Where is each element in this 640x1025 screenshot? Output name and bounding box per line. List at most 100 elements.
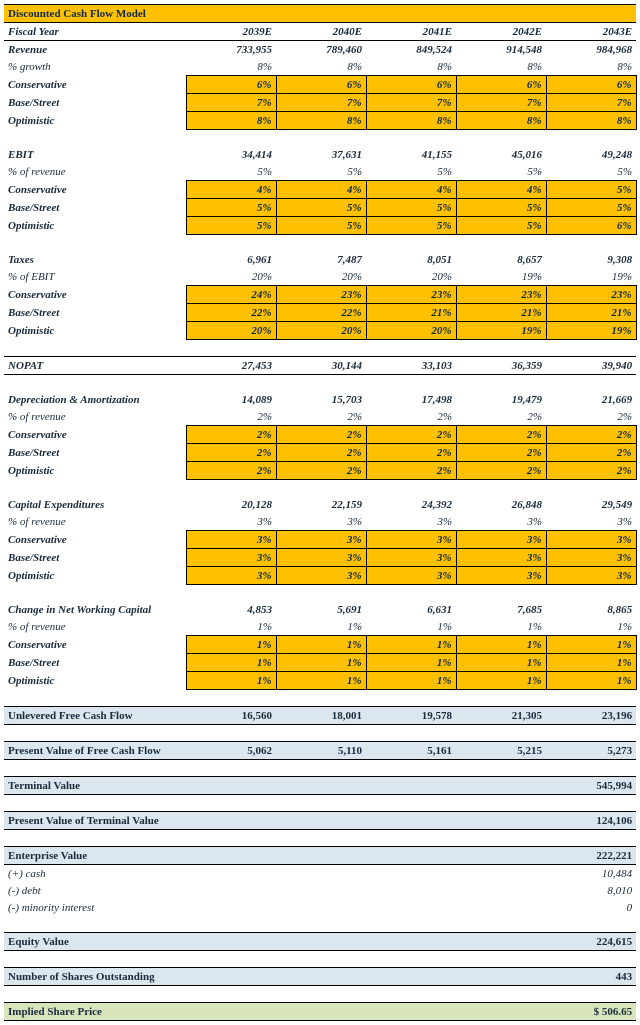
sec-row-14: Conservative24%23%23%23%23% <box>4 286 636 304</box>
sec-val-15-1: 22% <box>276 304 366 322</box>
sec-val-28-3: 3% <box>456 531 546 549</box>
sec-label-2: Conservative <box>4 76 186 94</box>
sec-label-4: Optimistic <box>4 112 186 130</box>
sec-val-2-3: 6% <box>456 76 546 94</box>
sec-val-7-1: 5% <box>276 163 366 181</box>
sec-val-28-1: 3% <box>276 531 366 549</box>
sec-val-15-4: 21% <box>546 304 636 322</box>
sec-val-20-2: 17,498 <box>366 391 456 408</box>
res-val-8-2 <box>366 847 456 865</box>
sec-val-35-2: 1% <box>366 654 456 672</box>
sec-val-0-2: 849,524 <box>366 41 456 59</box>
sec-val-21-1: 2% <box>276 408 366 426</box>
sec-row-35: Base/Street1%1%1%1%1% <box>4 654 636 672</box>
sec-val-8-2: 4% <box>366 181 456 199</box>
sec-val-13-2: 20% <box>366 268 456 286</box>
sec-row-21: % of revenue2%2%2%2%2% <box>4 408 636 426</box>
sec-row-27: % of revenue3%3%3%3%3% <box>4 513 636 531</box>
res-val-9-2 <box>366 865 456 883</box>
sec-row-15: Base/Street22%22%21%21%21% <box>4 304 636 322</box>
sec-row-34: Conservative1%1%1%1%1% <box>4 636 636 654</box>
year-header-3: 2042E <box>456 23 546 41</box>
sec-label-22: Conservative <box>4 426 186 444</box>
res-val-9-0 <box>186 865 276 883</box>
sec-row-9: Base/Street5%5%5%5%5% <box>4 199 636 217</box>
sec-val-13-1: 20% <box>276 268 366 286</box>
sec-label-15: Base/Street <box>4 304 186 322</box>
sec-val-6-2: 41,155 <box>366 146 456 163</box>
res-val-0-2: 19,578 <box>366 707 456 725</box>
res-val-6-2 <box>366 812 456 830</box>
res-row-11: (-) minority interest0 <box>4 899 636 916</box>
sec-row-7: % of revenue5%5%5%5%5% <box>4 163 636 181</box>
sec-label-18: NOPAT <box>4 357 186 375</box>
sec-row-16: Optimistic20%20%20%19%19% <box>4 322 636 340</box>
sec-val-32-2: 6,631 <box>366 601 456 618</box>
res-row-8: Enterprise Value222,221 <box>4 847 636 865</box>
res-val-13-1 <box>276 933 366 951</box>
sec-row-18: NOPAT27,45330,14433,10336,35939,940 <box>4 357 636 375</box>
sec-val-18-4: 39,940 <box>546 357 636 375</box>
res-row-2: Present Value of Free Cash Flow5,0625,11… <box>4 742 636 760</box>
sec-val-13-0: 20% <box>186 268 276 286</box>
sec-val-22-2: 2% <box>366 426 456 444</box>
sec-val-14-2: 23% <box>366 286 456 304</box>
sec-val-14-4: 23% <box>546 286 636 304</box>
sec-val-2-4: 6% <box>546 76 636 94</box>
res-label-2: Present Value of Free Cash Flow <box>4 742 186 760</box>
res-val-2-2: 5,161 <box>366 742 456 760</box>
res-val-10-3 <box>456 882 546 899</box>
year-header-4: 2043E <box>546 23 636 41</box>
sec-val-27-3: 3% <box>456 513 546 531</box>
sec-val-14-3: 23% <box>456 286 546 304</box>
res-val-11-3 <box>456 899 546 916</box>
sec-val-28-4: 3% <box>546 531 636 549</box>
sec-val-2-1: 6% <box>276 76 366 94</box>
sec-val-27-4: 3% <box>546 513 636 531</box>
res-val-17-2 <box>366 1003 456 1021</box>
sec-val-0-0: 733,955 <box>186 41 276 59</box>
sec-val-4-2: 8% <box>366 112 456 130</box>
res-val-0-4: 23,196 <box>546 707 636 725</box>
sec-label-26: Capital Expenditures <box>4 496 186 513</box>
sec-label-21: % of revenue <box>4 408 186 426</box>
sec-val-16-2: 20% <box>366 322 456 340</box>
sec-val-24-0: 2% <box>186 462 276 480</box>
sec-val-21-4: 2% <box>546 408 636 426</box>
res-val-13-2 <box>366 933 456 951</box>
sec-val-12-0: 6,961 <box>186 251 276 268</box>
sec-row-36: Optimistic1%1%1%1%1% <box>4 672 636 690</box>
res-val-6-3 <box>456 812 546 830</box>
sec-val-29-4: 3% <box>546 549 636 567</box>
sec-val-0-4: 984,968 <box>546 41 636 59</box>
sec-label-0: Revenue <box>4 41 186 59</box>
sec-label-16: Optimistic <box>4 322 186 340</box>
sec-val-30-1: 3% <box>276 567 366 585</box>
sec-val-23-4: 2% <box>546 444 636 462</box>
sec-row-28: Conservative3%3%3%3%3% <box>4 531 636 549</box>
dcf-table: Discounted Cash Flow ModelFiscal Year203… <box>4 4 637 1021</box>
sec-val-12-4: 9,308 <box>546 251 636 268</box>
sec-val-18-2: 33,103 <box>366 357 456 375</box>
sec-row-1: % growth8%8%8%8%8% <box>4 58 636 76</box>
res-row-17: Implied Share Price$ 506.65 <box>4 1003 636 1021</box>
sec-val-8-3: 4% <box>456 181 546 199</box>
sec-val-18-0: 27,453 <box>186 357 276 375</box>
sec-row-20: Depreciation & Amortization14,08915,7031… <box>4 391 636 408</box>
sec-val-32-0: 4,853 <box>186 601 276 618</box>
sec-val-32-1: 5,691 <box>276 601 366 618</box>
sec-label-1: % growth <box>4 58 186 76</box>
sec-label-30: Optimistic <box>4 567 186 585</box>
sec-val-9-4: 5% <box>546 199 636 217</box>
sec-val-34-2: 1% <box>366 636 456 654</box>
sec-val-32-4: 8,865 <box>546 601 636 618</box>
res-label-0: Unlevered Free Cash Flow <box>4 707 186 725</box>
fiscal-year-label: Fiscal Year <box>4 23 186 41</box>
sec-val-8-0: 4% <box>186 181 276 199</box>
sec-val-34-1: 1% <box>276 636 366 654</box>
sec-row-3: Base/Street7%7%7%7%7% <box>4 94 636 112</box>
sec-val-8-4: 5% <box>546 181 636 199</box>
res-row-0: Unlevered Free Cash Flow16,56018,00119,5… <box>4 707 636 725</box>
sec-val-27-1: 3% <box>276 513 366 531</box>
sec-row-8: Conservative4%4%4%4%5% <box>4 181 636 199</box>
